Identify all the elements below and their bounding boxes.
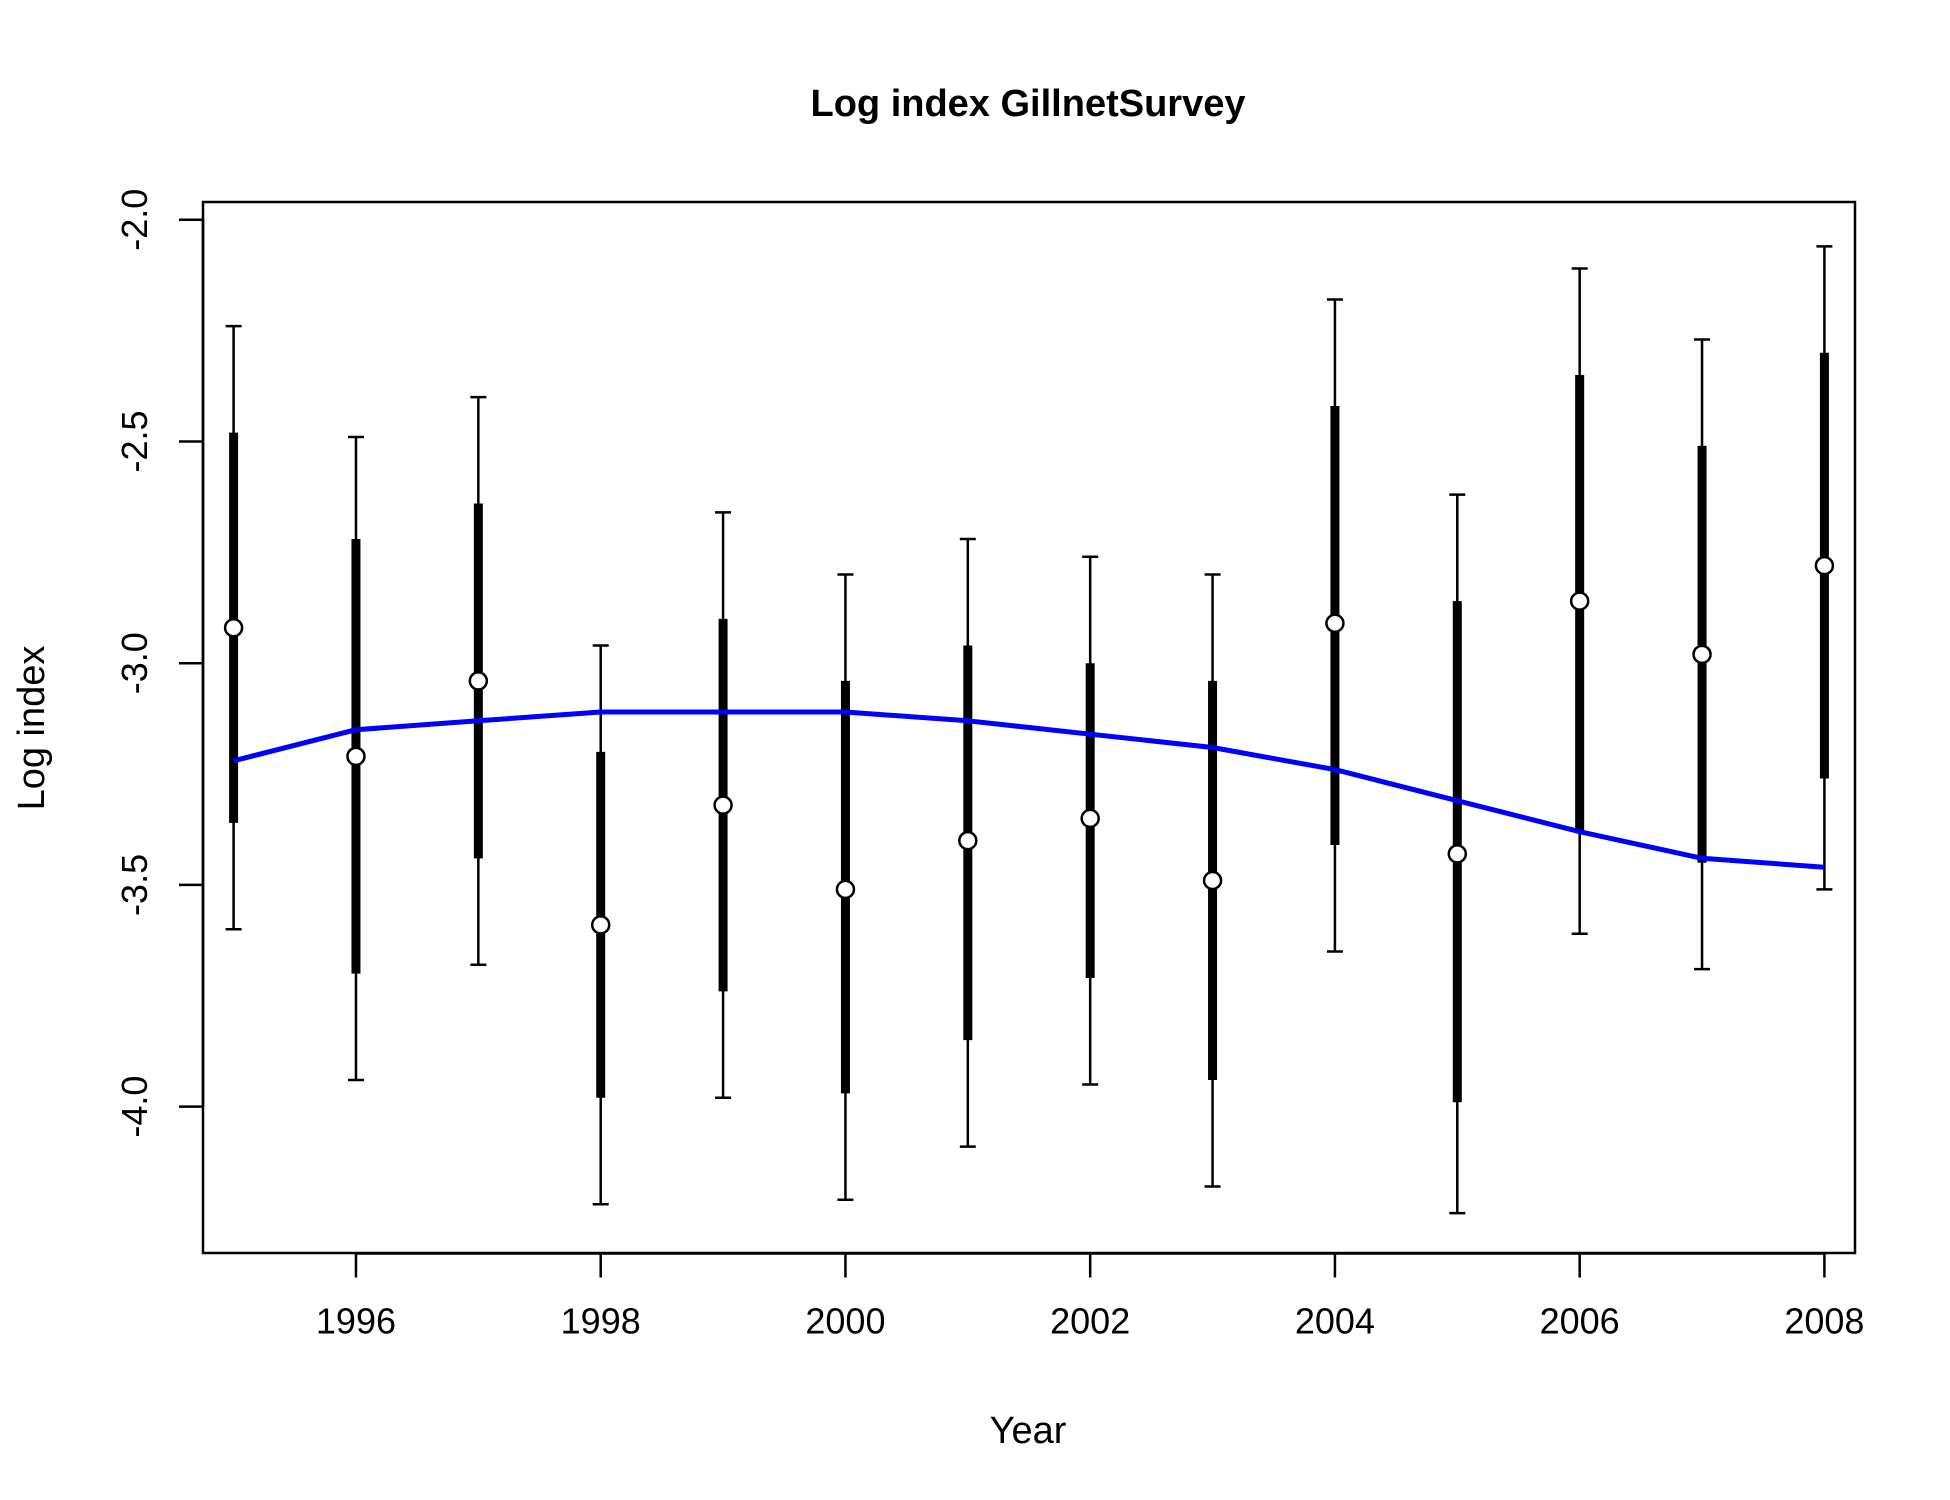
fitted-series-line [232,709,1825,870]
x-tick-label: 2004 [1295,1301,1375,1342]
y-axis: -4.0 -3.5 -3.0 -2.5 -2.0 [114,189,205,1138]
y-tick-label: -3.0 [114,632,155,694]
x-axis: 1996 1998 2000 2002 2004 2006 2008 [316,1252,1864,1342]
x-axis-label: Year [990,1410,1067,1452]
x-tick-label: 2000 [805,1301,885,1342]
observed-point [1814,555,1835,576]
y-tick-label: -2.5 [114,410,155,472]
observed-point [1202,870,1223,891]
observed-point [468,671,489,691]
fitted-line-layer [232,709,1825,870]
y-axis-label: Log index [11,646,53,811]
observed-point [1080,808,1100,829]
observed-point [835,879,856,900]
observed-point [1447,844,1468,864]
observed-point [223,617,244,638]
y-tick-label: -4.0 [114,1076,155,1138]
observed-point [1692,644,1712,665]
observed-point [713,795,733,815]
observed-point [1325,613,1345,634]
observed-point [958,830,978,851]
observed-point [1569,591,1590,611]
x-tick-label: 2008 [1784,1301,1864,1342]
observed-point [590,915,611,935]
x-tick-label: 1996 [316,1301,396,1342]
y-tick-label: -2.0 [114,189,155,251]
y-tick-label: -3.5 [114,854,155,916]
x-tick-label: 2006 [1540,1301,1620,1342]
observed-points-layer [223,555,1835,935]
x-tick-label: 2002 [1050,1301,1130,1342]
observed-point [346,746,366,767]
chart-title: Log index GillnetSurvey [811,83,1246,125]
x-tick-label: 1998 [561,1301,641,1342]
